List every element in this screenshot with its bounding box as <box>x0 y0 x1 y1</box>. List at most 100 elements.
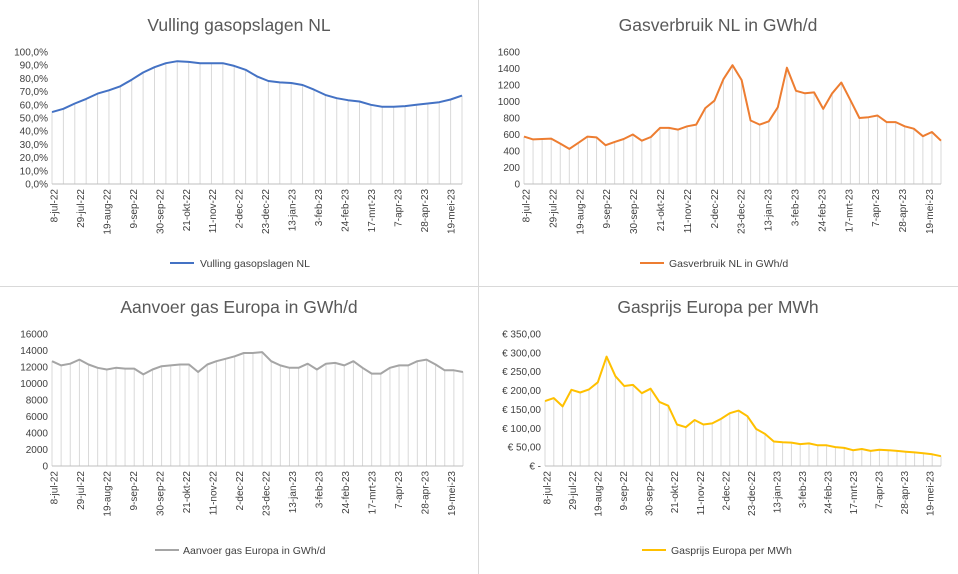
x-tick-label: 3-feb-23 <box>798 471 809 509</box>
chart-title: Vulling gasopslagen NL <box>147 15 330 35</box>
x-tick-label: 19-aug-22 <box>102 189 113 235</box>
chart-title: Gasprijs Europa per MWh <box>617 297 818 317</box>
y-tick-label: 400 <box>503 147 520 158</box>
chart-panel-supply: Aanvoer gas Europa in GWh/d 0 2000 4000 6000… <box>0 287 478 574</box>
price-chart: Gasprijs Europa per MWh € - € 50,00 € 100,0… <box>502 297 942 557</box>
y-tick-label: € 150,00 <box>502 405 541 416</box>
x-tick-label: 8-jul-22 <box>50 189 61 223</box>
y-tick-label: 20,0% <box>20 153 48 164</box>
x-tick-label: 21-okt-22 <box>182 189 193 232</box>
x-tick-label: 21-okt-22 <box>670 471 681 514</box>
x-tick-label: 23-dec-22 <box>262 471 273 516</box>
series-line <box>51 351 464 376</box>
x-tick-label: 11-nov-22 <box>209 471 220 516</box>
series-line <box>544 355 942 458</box>
x-tick-label: 3-feb-23 <box>314 189 325 227</box>
x-tick-label: 13-jan-23 <box>288 471 299 514</box>
series-line <box>51 60 463 114</box>
x-tick-label: 23-dec-22 <box>737 189 748 234</box>
x-tick-label: 30-sep-22 <box>156 471 167 516</box>
y-tick-label: 10000 <box>20 379 48 390</box>
x-tick-label: 21-okt-22 <box>656 189 667 232</box>
x-tick-label: 24-feb-23 <box>817 189 828 232</box>
y-tick-label: 0 <box>514 180 520 191</box>
x-tick-label: 23-dec-22 <box>261 189 272 234</box>
x-tick-label: 2-dec-22 <box>235 471 246 511</box>
x-tick-label: 19-mei-23 <box>926 471 937 516</box>
x-tick-label: 2-dec-22 <box>721 471 732 511</box>
x-tick-label: 28-apr-23 <box>900 471 911 515</box>
chart-title: Aanvoer gas Europa in GWh/d <box>120 297 357 317</box>
supply-chart: Aanvoer gas Europa in GWh/d 0 2000 4000 6000… <box>20 297 464 557</box>
x-tick-label: 19-aug-22 <box>594 471 605 517</box>
vertical-divider <box>478 0 479 574</box>
y-tick-label: € 100,00 <box>502 424 541 435</box>
x-tick-label: 23-dec-22 <box>747 471 758 516</box>
y-tick-label: € - <box>529 462 541 473</box>
y-tick-label: 2000 <box>26 445 49 456</box>
x-tick-label: 21-okt-22 <box>182 471 193 514</box>
x-tick-label: 24-feb-23 <box>341 189 352 232</box>
x-tick-label: 19-aug-22 <box>575 189 586 235</box>
x-tick-label: 9-sep-22 <box>129 471 140 511</box>
y-tick-label: 14000 <box>20 346 48 357</box>
x-tick-label: 19-mei-23 <box>446 189 457 234</box>
y-tick-label: 16000 <box>20 330 48 341</box>
x-tick-label: 19-mei-23 <box>447 471 458 516</box>
x-tick-label: 17-mrt-23 <box>844 189 855 233</box>
horizontal-divider <box>0 286 958 287</box>
x-tick-label: 7-apr-23 <box>393 189 404 227</box>
chart-title: Gasverbruik NL in GWh/d <box>619 15 818 35</box>
x-tick-label: 3-feb-23 <box>315 471 326 509</box>
y-tick-label: 0,0% <box>25 180 48 191</box>
x-tick-label: 29-jul-22 <box>548 189 559 228</box>
y-tick-label: 10,0% <box>20 166 48 177</box>
y-tick-label: 1000 <box>498 97 521 108</box>
x-tick-label: 8-jul-22 <box>50 471 61 505</box>
x-tick-label: 28-apr-23 <box>421 471 432 515</box>
x-tick-label: 29-jul-22 <box>76 189 87 228</box>
y-tick-label: € 50,00 <box>508 443 542 454</box>
x-tick-label: 2-dec-22 <box>710 189 721 229</box>
y-tick-label: 4000 <box>26 429 49 440</box>
series-line <box>523 64 942 150</box>
x-tick-label: 9-sep-22 <box>619 471 630 511</box>
x-tick-label: 30-sep-22 <box>155 189 166 234</box>
y-tick-label: 50,0% <box>20 114 48 125</box>
x-tick-label: 8-jul-22 <box>522 189 533 223</box>
legend-label: Gasverbruik NL in GWh/d <box>669 258 788 270</box>
y-tick-label: 90,0% <box>20 61 48 72</box>
y-tick-label: 60,0% <box>20 100 48 111</box>
y-tick-label: 100,0% <box>14 48 48 59</box>
x-tick-label: 11-nov-22 <box>696 471 707 516</box>
legend-label: Gasprijs Europa per MWh <box>671 545 792 557</box>
storage-chart: Vulling gasopslagen NL 0,0% 10,0% 20,0% 30,0… <box>14 15 463 270</box>
x-tick-label: 19-mei-23 <box>925 189 936 234</box>
y-tick-label: 1600 <box>498 48 521 59</box>
x-tick-label: 28-apr-23 <box>898 189 909 233</box>
x-tick-label: 11-nov-22 <box>208 189 219 234</box>
x-tick-label: 7-apr-23 <box>871 189 882 227</box>
x-tick-label: 2-dec-22 <box>235 189 246 229</box>
x-tick-label: 7-apr-23 <box>394 471 405 509</box>
x-tick-label: 11-nov-22 <box>683 189 694 234</box>
x-tick-label: 24-feb-23 <box>341 471 352 514</box>
x-tick-label: 8-jul-22 <box>543 471 554 505</box>
x-tick-label: 24-feb-23 <box>824 471 835 514</box>
y-tick-label: 800 <box>503 114 520 125</box>
y-tick-label: 1400 <box>498 64 521 75</box>
y-tick-label: € 350,00 <box>502 330 541 341</box>
x-tick-label: 30-sep-22 <box>629 189 640 234</box>
x-tick-label: 29-jul-22 <box>568 471 579 510</box>
x-tick-label: 9-sep-22 <box>602 189 613 229</box>
y-tick-label: 200 <box>503 163 520 174</box>
x-tick-label: 13-jan-23 <box>288 189 299 232</box>
y-tick-label: 600 <box>503 130 520 141</box>
y-tick-label: 80,0% <box>20 74 48 85</box>
x-tick-label: 17-mrt-23 <box>849 471 860 515</box>
chart-panel-consumption: Gasverbruik NL in GWh/d 0 200 400 600 800 1000… <box>479 0 958 286</box>
x-tick-label: 29-jul-22 <box>76 471 87 510</box>
x-tick-label: 13-jan-23 <box>772 471 783 514</box>
x-tick-label: 19-aug-22 <box>103 471 114 517</box>
y-tick-label: 0 <box>42 462 48 473</box>
